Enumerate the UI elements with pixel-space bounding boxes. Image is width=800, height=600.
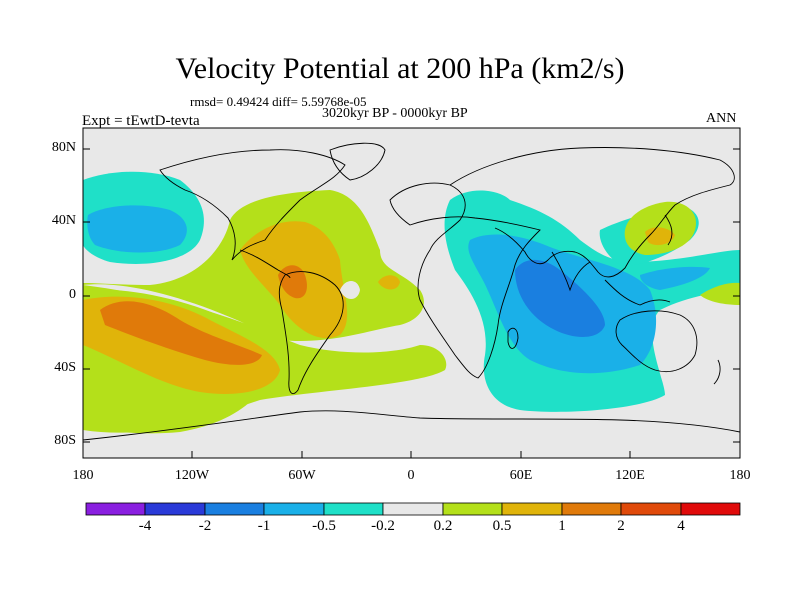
x-label-120w: 120W xyxy=(174,468,210,483)
coastline-north-america xyxy=(159,149,346,261)
colorbar-box-10 xyxy=(680,502,741,516)
coastline-australia xyxy=(615,310,698,373)
period-subtitle: 3020kyr BP - 0000kyr BP xyxy=(322,106,468,121)
colorbar-box-0 xyxy=(85,502,146,516)
coastline-central-america xyxy=(239,249,291,279)
colorbar-label-7: 1 xyxy=(558,518,566,534)
colorbar-box-8 xyxy=(561,502,622,516)
contour-strong-neg-indian xyxy=(515,259,605,337)
coastline-india xyxy=(551,251,591,292)
coastline-japan xyxy=(664,214,673,246)
plot-title: Velocity Potential at 200 hPa (km2/s) xyxy=(175,52,625,85)
y-label-40s: 40S xyxy=(54,360,76,375)
colorbar-label-0: -4 xyxy=(138,518,152,534)
contour-mod-neg-npacific xyxy=(87,205,187,253)
contour-field xyxy=(83,171,740,434)
x-label-60e: 60E xyxy=(509,468,533,483)
colorbar-label-9: 4 xyxy=(677,518,685,534)
colorbar-box-1 xyxy=(144,502,206,516)
coastline-europe-africa xyxy=(389,182,541,379)
season-label: ANN xyxy=(706,111,737,126)
x-label-0: 0 xyxy=(407,468,415,483)
experiment-label: Expt = tEwtD-tevta xyxy=(82,113,200,129)
coastline-new-zealand xyxy=(713,359,721,385)
colorbar-box-2 xyxy=(204,502,265,516)
colorbar-box-5 xyxy=(382,502,444,516)
colorbar-label-3: -0.5 xyxy=(312,518,336,534)
colorbar-box-7 xyxy=(501,502,563,516)
coastline-madagascar xyxy=(507,327,519,349)
contour-mod-neg-westpacific xyxy=(640,266,710,290)
coastline-se-asia xyxy=(604,279,671,306)
stats-subtitle: rmsd= 0.49424 diff= 5.59768e-05 xyxy=(190,94,367,109)
colorbar-label-4: -0.2 xyxy=(371,518,395,534)
x-label-180e: 180 xyxy=(729,468,751,483)
colorbar-box-4 xyxy=(323,502,384,516)
contour-weak-pos-npacific-east xyxy=(700,282,740,305)
contour-neutral-hole xyxy=(340,281,360,299)
coastlines xyxy=(83,142,740,441)
coastline-asia xyxy=(449,147,735,278)
x-label-180w: 180 xyxy=(72,468,94,483)
colorbar-box-6 xyxy=(442,502,503,516)
colorbar-label-2: -1 xyxy=(257,518,271,534)
y-label-40n: 40N xyxy=(51,213,76,228)
y-label-80s: 80S xyxy=(54,433,76,448)
colorbar-box-3 xyxy=(263,502,325,516)
contour-strong-pos-pacific xyxy=(100,301,262,365)
x-label-120e: 120E xyxy=(615,468,645,483)
coastline-greenland xyxy=(329,142,386,181)
colorbar xyxy=(85,502,741,516)
colorbar-label-6: 0.5 xyxy=(492,518,512,534)
colorbar-label-5: 0.2 xyxy=(433,518,453,534)
x-label-60w: 60W xyxy=(288,468,316,483)
colorbar-label-1: -2 xyxy=(198,518,212,534)
colorbar-label-8: 2 xyxy=(617,518,625,534)
colorbar-box-9 xyxy=(620,502,682,516)
coastline-south-america xyxy=(278,271,344,394)
y-axis-ticks xyxy=(83,148,740,443)
contour-mod-pos-atlantic xyxy=(378,275,400,290)
y-label-0: 0 xyxy=(69,287,76,302)
coastline-antarctica xyxy=(83,410,740,441)
x-axis-ticks xyxy=(82,451,741,458)
y-label-80n: 80N xyxy=(51,140,76,155)
